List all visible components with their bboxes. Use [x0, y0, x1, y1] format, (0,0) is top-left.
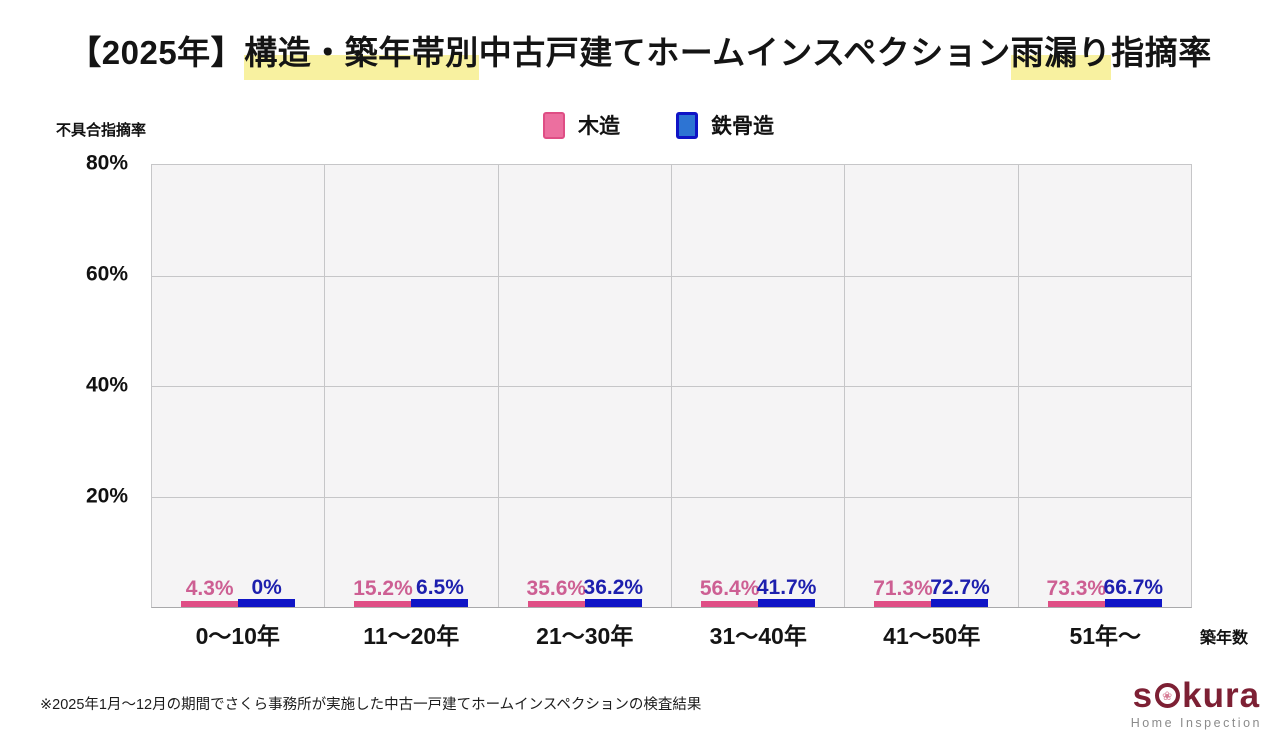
sakura-flower-icon: ❀: [1155, 683, 1181, 708]
gridline: [325, 386, 498, 387]
bar-鉄骨造-21〜30年: 36.2%: [584, 576, 643, 607]
bar-pair: 4.3% 0%: [181, 576, 296, 607]
title-text: 指摘率: [1111, 34, 1212, 71]
company-logo: s ❀ kura Home Inspection: [1131, 678, 1262, 730]
bar-pair: 73.3% 66.7%: [1047, 576, 1163, 607]
chart-column-31〜40年: 56.4% 41.7%: [671, 165, 846, 607]
bar-value-label: 6.5%: [416, 576, 464, 599]
bar-pair: 56.4% 41.7%: [700, 576, 816, 607]
bar-鉄骨造-31〜40年: 41.7%: [757, 576, 816, 607]
logo-tagline: Home Inspection: [1130, 716, 1262, 730]
gridline: [671, 275, 845, 277]
bar-鉄骨造-51年〜: 66.7%: [1104, 576, 1163, 607]
gridline: [152, 275, 325, 277]
x-axis-title: 築年数: [1200, 630, 1249, 647]
gridline: [1018, 275, 1191, 277]
chart-column-51年〜: 73.3% 66.7%: [1018, 165, 1191, 607]
bar-鉄骨造-0〜10年: 0%: [238, 576, 296, 607]
plot-area: 4.3% 0% 15.2% 6.5% 35.6% 36.2% 56.4% 41.7% 71.3%…: [151, 164, 1192, 608]
gridline: [325, 496, 498, 498]
bar-木造-41〜50年: 71.3%: [873, 577, 933, 607]
gridline: [152, 386, 325, 387]
bar-value-label: 66.7%: [1103, 576, 1164, 599]
bar-value-label: 15.2%: [353, 577, 413, 600]
gridline: [498, 386, 671, 387]
bar-value-label: 72.7%: [930, 576, 990, 599]
gridline: [845, 496, 1018, 498]
x-category-label: 51年〜: [1069, 623, 1142, 649]
x-category-label: 21〜30年: [536, 623, 634, 649]
bar-木造-31〜40年: 56.4%: [700, 577, 759, 607]
gridline: [325, 275, 498, 277]
bar-pair: 35.6% 36.2%: [527, 576, 643, 607]
title-highlighted-text: 雨漏り: [1010, 26, 1112, 80]
y-axis-title: 不具合指摘率: [56, 122, 147, 139]
bar-value-label: 71.3%: [873, 577, 933, 600]
chart-column-11〜20年: 15.2% 6.5%: [325, 165, 499, 607]
title-text: 中古戸建てホームインスペクション: [478, 34, 1011, 71]
chart-column-21〜30年: 35.6% 36.2%: [498, 165, 672, 607]
y-tick-label: 60%: [85, 262, 128, 286]
bar-木造-51年〜: 73.3%: [1047, 577, 1106, 607]
gridline: [498, 496, 671, 498]
y-tick-label: 20%: [85, 484, 128, 508]
y-tick-label: 80%: [85, 151, 128, 175]
x-category-label: 11〜20年: [363, 623, 460, 649]
gridline: [671, 386, 845, 387]
gridline: [671, 496, 845, 498]
logo-text-before: s: [1132, 676, 1154, 715]
legend-swatch: [676, 111, 698, 139]
x-category-label: 41〜50年: [883, 623, 981, 649]
x-category-label: 0〜10年: [195, 623, 280, 649]
x-axis-labels: 0〜10年 11〜20年 21〜30年 31〜40年 41〜50年 51年〜: [151, 617, 1192, 651]
gridline: [1018, 496, 1191, 498]
bar-value-label: 41.7%: [756, 576, 817, 599]
bar-木造-0〜10年: 4.3%: [181, 577, 239, 607]
legend-label: 鉄骨造: [711, 115, 774, 138]
y-axis-ticks: 80% 60% 40% 20%: [0, 152, 128, 608]
bar-value-label: 73.3%: [1046, 577, 1107, 600]
bar-pair: 71.3% 72.7%: [873, 576, 990, 607]
x-category-label: 31〜40年: [709, 623, 807, 649]
logo-text-after: kura: [1182, 676, 1261, 715]
legend-swatch: [543, 111, 565, 139]
gridline: [845, 275, 1018, 277]
gridline: [498, 275, 671, 277]
legend-label: 木造: [578, 115, 620, 138]
gridline: [1018, 386, 1191, 387]
bar-value-label: 35.6%: [526, 577, 587, 600]
gridline: [152, 496, 325, 498]
bar-value-label: 36.2%: [583, 576, 644, 599]
legend-item-鉄骨造: 鉄骨造: [676, 110, 774, 140]
y-tick-label: 40%: [85, 373, 128, 397]
chart-column-0〜10年: 4.3% 0%: [152, 165, 326, 607]
bar-value-label: 56.4%: [699, 577, 760, 600]
logo-wordmark: s ❀ kura: [1131, 678, 1262, 713]
bar-木造-21〜30年: 35.6%: [527, 577, 586, 607]
title-highlighted-text: 構造・築年帯別: [244, 26, 479, 80]
title-text: 【2025年】: [68, 34, 245, 71]
chart-column-41〜50年: 71.3% 72.7%: [845, 165, 1019, 607]
bar-pair: 15.2% 6.5%: [353, 576, 469, 607]
legend-item-木造: 木造: [543, 110, 620, 140]
bar-木造-11〜20年: 15.2%: [353, 577, 413, 607]
gridline: [845, 386, 1018, 387]
bar-鉄骨造-41〜50年: 72.7%: [930, 576, 990, 607]
footnote: ※2025年1月〜12月の期間でさくら事務所が実施した中古一戸建てホームインスペ…: [40, 697, 702, 713]
bar-value-label: 0%: [251, 576, 282, 599]
chart-title: 【2025年】構造・築年帯別中古戸建てホームインスペクション雨漏り指摘率: [0, 26, 1280, 80]
bar-鉄骨造-11〜20年: 6.5%: [411, 576, 469, 607]
bar-value-label: 4.3%: [185, 577, 234, 600]
legend: 木造 鉄骨造: [543, 110, 774, 140]
